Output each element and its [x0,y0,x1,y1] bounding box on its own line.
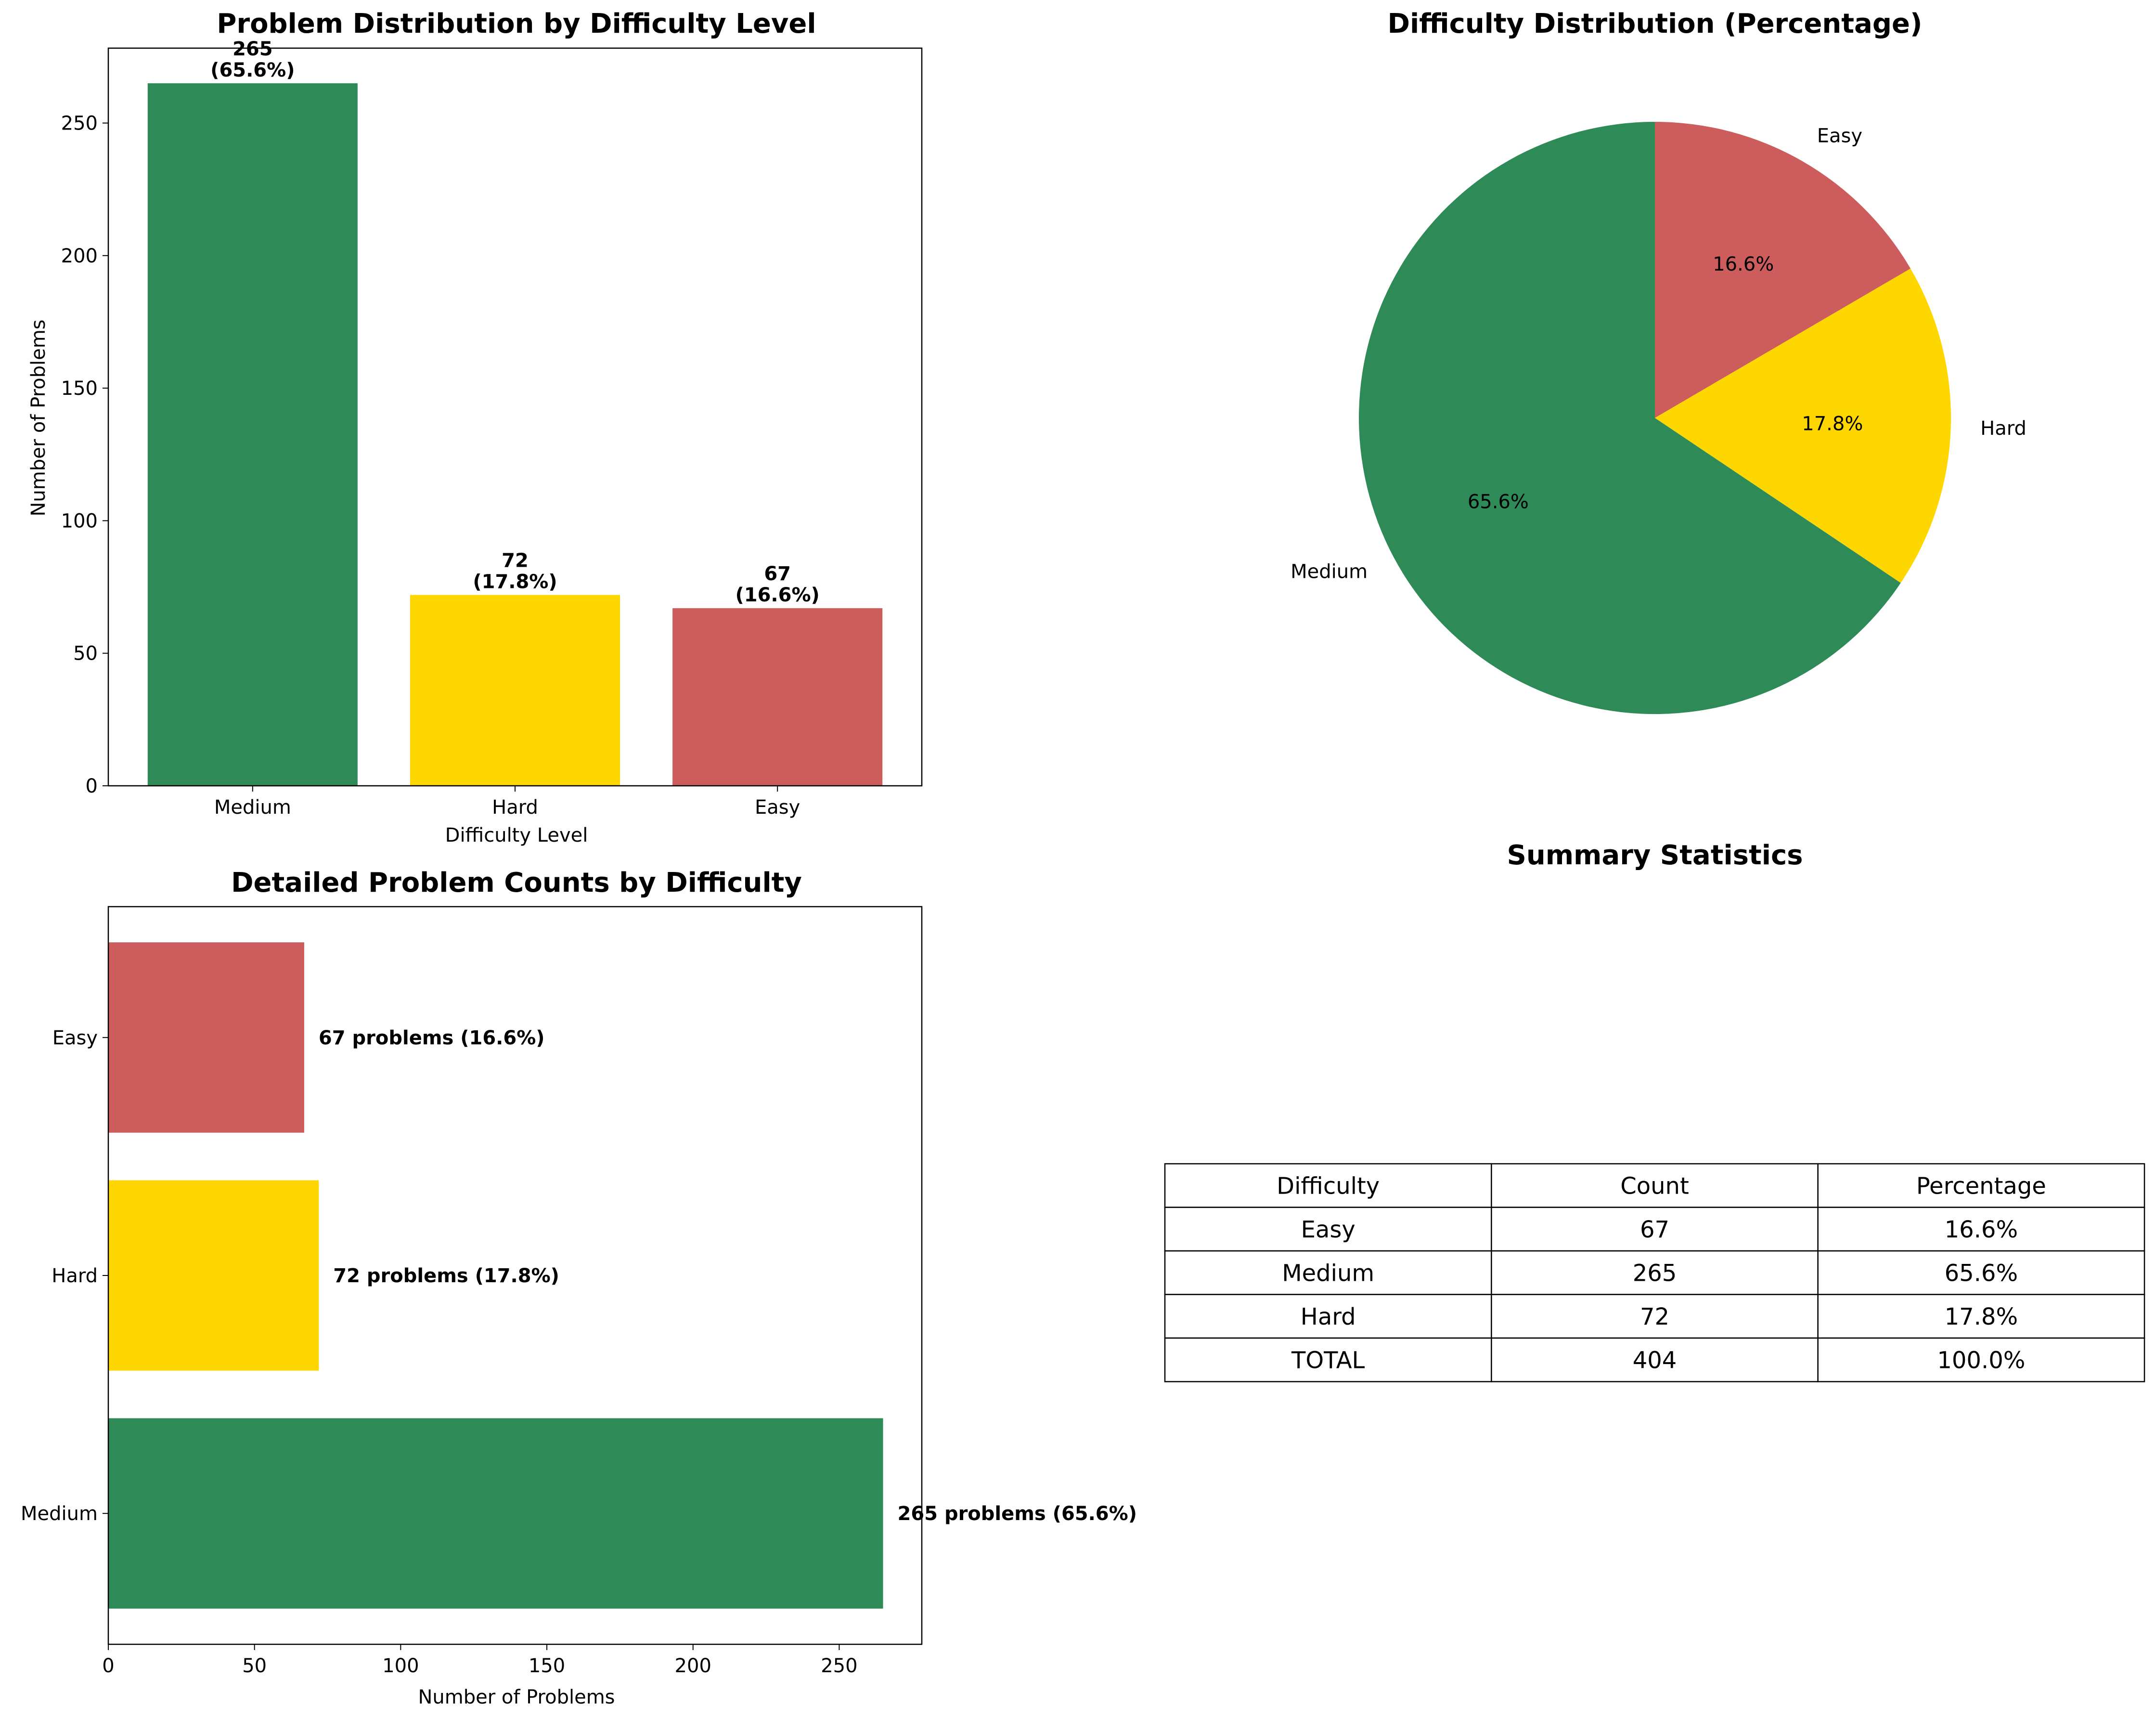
bar-y-tick-label: 50 [73,643,98,665]
table-cell-text: 67 [1640,1216,1669,1243]
table-cell-text: 72 [1640,1303,1669,1330]
table-cell [1817,1294,2145,1339]
hbar-y-tick-label: Medium [21,1503,98,1525]
bar-chart-y-axis-label: Number of Problems [27,319,50,516]
table-cell [1817,1337,2145,1382]
pie-slice-label: Medium [1291,560,1368,583]
hbar-data-label: 265 problems (65.6%) [898,1503,1137,1525]
table-cell-text: 265 [1633,1260,1677,1287]
hbar-easy [108,942,304,1133]
table-cell-text: 100.0% [1937,1347,2025,1374]
bar-chart-frame [107,47,923,787]
bar-chart-x-axis-label: Difficulty Level [445,824,588,846]
hbar-chart-x-axis-label: Number of Problems [418,1686,615,1708]
hbar-chart-frame [107,906,923,1645]
pie-percent-label: 17.8% [1802,413,1863,435]
bar-hard [410,595,620,786]
table-header-cell-text: Count [1620,1172,1689,1199]
bar-x-tick-label: Hard [492,796,538,819]
table-cell-text: Medium [1282,1260,1374,1287]
pie-percent-label: 16.6% [1713,253,1774,275]
summary-table: Difficulty Count Percentage Easy 67 16.6% Medi… [1164,1163,2145,1382]
hbar-x-tick-label: 250 [821,1655,857,1677]
summary-table-title: Summary Statistics [1507,840,1803,871]
hbar-x-tick-label: 50 [242,1655,267,1677]
hbar-x-tick-label: 150 [529,1655,565,1677]
bar-y-tick-label: 150 [61,377,98,400]
hbar-data-label: 67 problems (16.6%) [319,1027,545,1049]
table-cell-text: 17.8% [1945,1303,2018,1330]
pie-chart-panel: Difficulty Distribution (Percentage) 16.… [1291,8,2027,715]
table-cell [1164,1294,1492,1339]
bar-y-tick-label: 250 [61,113,98,135]
pie-slice-hard [1655,268,1951,583]
bar-y-tick-label: 0 [86,775,98,797]
table-cell [1817,1207,2145,1252]
table-cell-text: 16.6% [1945,1216,2018,1243]
table-cell-text: 404 [1633,1347,1677,1374]
table-cell [1491,1163,1819,1208]
table-cell [1817,1250,2145,1295]
table-cell [1491,1207,1819,1252]
hbar-x-tick-label: 200 [675,1655,711,1677]
bar-data-label-count: 72 [502,550,529,572]
table-cell [1164,1163,1492,1208]
table-cell-text: 65.6% [1945,1260,2018,1287]
bar-data-label-percent: (16.6%) [735,584,819,606]
table-header-cell-text: Percentage [1916,1172,2046,1199]
hbar-x-tick-label: 100 [382,1655,419,1677]
hbar-y-tick-label: Hard [52,1265,98,1287]
pie-slice-label: Easy [1817,125,1862,147]
pie-slice-label: Hard [1980,417,2027,440]
table-cell [1164,1337,1492,1382]
bar-data-label-percent: (65.6%) [210,59,295,81]
table-cell-text: TOTAL [1291,1347,1365,1374]
bar-data-label-percent: (17.8%) [473,571,557,593]
hbar-data-label: 72 problems (17.8%) [333,1265,559,1287]
bar-x-tick-label: Medium [214,796,291,819]
hbar-chart-title: Detailed Problem Counts by Difficulty [231,867,802,898]
bar-y-tick-label: 100 [61,510,98,532]
table-cell-text: Hard [1301,1303,1356,1330]
summary-table-panel: Summary Statistics Difficulty Count Percen… [1164,840,2145,1382]
bar-data-label-count: 67 [764,563,791,585]
hbar-hard [108,1180,319,1371]
bar-data-label-count: 265 [232,38,273,60]
bar-chart-plot-area: 265(65.6%) Medium 72(17.8%) Hard 67(16.6%) Ea… [61,38,923,819]
bar-chart-panel: Problem Distribution by Difficulty Level… [27,8,923,846]
pie-slice-easy [1655,122,1911,418]
bar-x-tick-label: Easy [755,796,800,819]
hbar-chart-plot-area: 265 problems (65.6%) Medium 72 problems (1… [21,906,1137,1677]
pie-percent-label: 65.6% [1468,491,1529,513]
hbar-chart-panel: Detailed Problem Counts by Difficulty 26… [21,867,1137,1708]
table-cell-text: Easy [1301,1216,1356,1243]
hbar-x-tick-label: 0 [102,1655,114,1677]
bar-medium [147,83,358,786]
bar-y-tick-label: 200 [61,245,98,267]
hbar-y-tick-label: Easy [52,1027,98,1049]
bar-easy [672,608,883,786]
pie-chart-title: Difficulty Distribution (Percentage) [1387,8,1922,39]
pie-chart-plot-area: 16.6% Easy 17.8% Hard 65.6% Medium [1291,122,2027,715]
bar-chart-title: Problem Distribution by Difficulty Level [217,8,816,39]
table-cell [1491,1250,1819,1295]
table-header-cell-text: Difficulty [1277,1172,1380,1199]
pie-slice-medium [1359,122,1901,715]
table-cell [1491,1337,1819,1382]
hbar-medium [108,1418,883,1609]
